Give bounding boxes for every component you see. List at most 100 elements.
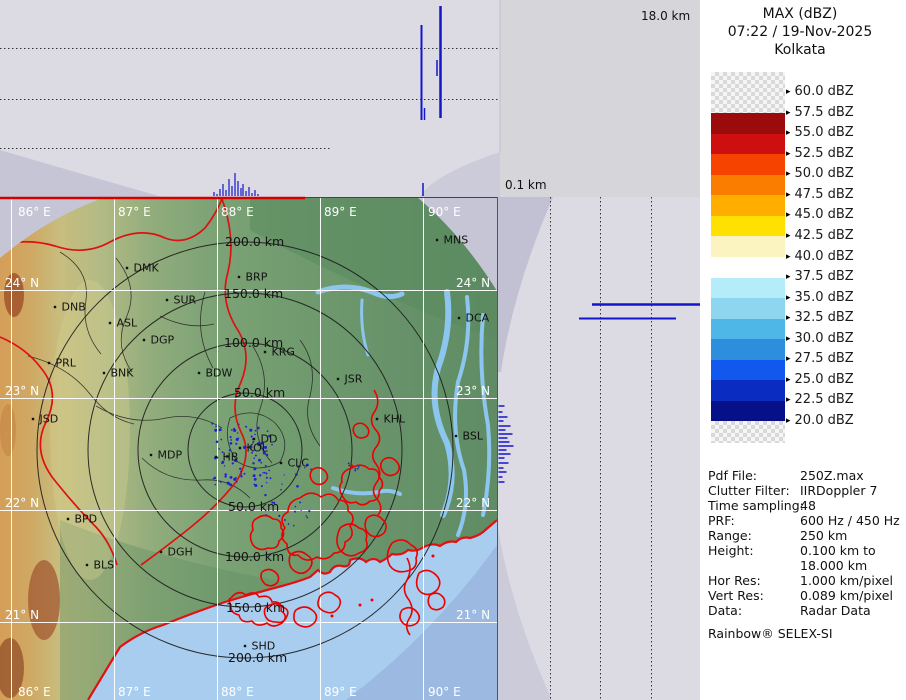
city-dot — [54, 306, 56, 308]
city-dot — [253, 438, 255, 440]
lat-label-right: 21° N — [456, 608, 490, 622]
scale-tick: ▸27.5 dBZ — [786, 351, 854, 367]
city-label: MDP — [158, 449, 183, 462]
right-profile-panel — [498, 197, 700, 700]
scale-overflow-high — [711, 72, 785, 113]
city-label: PRL — [56, 357, 77, 370]
scale-tick: ▸52.5 dBZ — [786, 146, 854, 162]
info-row: PRF:600 Hz / 450 Hz — [700, 513, 906, 528]
info-value: IIRDoppler 7 — [800, 483, 877, 498]
city-dot — [455, 435, 457, 437]
ring-label: 150.0 km — [226, 600, 285, 615]
scale-band — [711, 175, 785, 196]
city-dot — [126, 267, 128, 269]
scale-tick-label: 40.0 dBZ — [795, 249, 854, 264]
scale-band — [711, 278, 785, 299]
scale-tick-label: 42.5 dBZ — [795, 228, 854, 243]
info-label: Data: — [708, 603, 742, 618]
scale-tick-arrow: ▸ — [786, 149, 791, 159]
city-dot — [244, 645, 246, 647]
scale-tick-label: 55.0 dBZ — [795, 125, 854, 140]
city-label: BNK — [111, 367, 135, 380]
info-value: 1.000 km/pixel — [800, 573, 893, 588]
info-row: Height:0.100 km to — [700, 543, 906, 558]
scale-tick-label: 50.0 dBZ — [795, 166, 854, 181]
scale-tick-arrow: ▸ — [786, 108, 791, 118]
ring-label: 150.0 km — [224, 286, 283, 301]
info-value: 18.000 km — [800, 558, 867, 573]
scale-tick-label: 35.0 dBZ — [795, 290, 854, 305]
city-label: DNB — [62, 301, 86, 314]
top-profile-panel — [0, 0, 500, 197]
scale-tick: ▸22.5 dBZ — [786, 392, 854, 408]
scale-tick-label: 47.5 dBZ — [795, 187, 854, 202]
city-dot — [32, 418, 34, 420]
scale-tick-label: 25.0 dBZ — [795, 372, 854, 387]
city-dot — [150, 454, 152, 456]
scale-tick-arrow: ▸ — [786, 128, 791, 138]
scale-tick: ▸57.5 dBZ — [786, 105, 854, 121]
info-label: Range: — [708, 528, 752, 543]
info-row: Hor Res:1.000 km/pixel — [700, 573, 906, 588]
info-label: PRF: — [708, 513, 735, 528]
city-dot — [103, 372, 105, 374]
city-dot — [215, 456, 217, 458]
lon-label-bottom: 90° E — [428, 685, 461, 699]
lon-label-top: 87° E — [118, 205, 151, 219]
lon-label-bottom: 88° E — [221, 685, 254, 699]
info-value: 48 — [800, 498, 816, 513]
scale-tick-arrow: ▸ — [786, 313, 791, 323]
city-label: SUR — [174, 294, 197, 307]
info-row: Pdf File:250Z.max — [700, 468, 906, 483]
info-row: Data:Radar Data — [700, 603, 906, 618]
city-dot — [238, 276, 240, 278]
city-label: KHL — [384, 413, 406, 426]
lat-label-right: 22° N — [456, 496, 490, 510]
scale-tick: ▸42.5 dBZ — [786, 228, 854, 244]
scale-tick: ▸ 32.5 dBZ — [786, 310, 854, 326]
scale-tick-arrow: ▸ — [786, 210, 791, 220]
city-label: DMK — [134, 262, 160, 275]
scale-band — [711, 216, 785, 237]
city-dot — [86, 564, 88, 566]
city-label: KRG — [272, 346, 295, 359]
city-dot — [239, 447, 241, 449]
city-dot — [67, 518, 69, 520]
scale-tick: ▸40.0 dBZ — [786, 249, 854, 265]
scale-tick-arrow: ▸ — [786, 293, 791, 303]
info-row: 18.000 km — [700, 558, 906, 573]
lat-label-left: 22° N — [5, 496, 39, 510]
scale-tick-label: 32.5 dBZ — [795, 310, 854, 325]
city-label: SHD — [252, 640, 276, 653]
scale-tick: ▸30.0 dBZ — [786, 331, 854, 347]
scale-tick: ▸47.5 dBZ — [786, 187, 854, 203]
brand-line: Rainbow® SELEX-SI — [708, 626, 833, 641]
scale-tick: ▸20.0 dBZ — [786, 413, 854, 429]
scale-tick-arrow: ▸ — [786, 375, 791, 385]
city-dot — [264, 351, 266, 353]
city-label: DGP — [151, 334, 175, 347]
scale-tick-label: 22.5 dBZ — [795, 392, 854, 407]
lon-label-top: 88° E — [221, 205, 254, 219]
city-label: KOL — [247, 442, 269, 455]
scale-tick: ▸ 55.0 dBZ — [786, 125, 854, 141]
scale-band — [711, 319, 785, 340]
scale-tick: ▸37.5 dBZ — [786, 269, 854, 285]
profile-max-height-label: 18.0 km — [641, 9, 690, 23]
info-row: Time sampling:48 — [700, 498, 906, 513]
scale-band — [711, 380, 785, 401]
lon-label-top: 89° E — [324, 205, 357, 219]
lat-label-right: 24° N — [456, 276, 490, 290]
scale-band — [711, 154, 785, 175]
info-value: 250Z.max — [800, 468, 864, 483]
scale-tick-label: 27.5 dBZ — [795, 351, 854, 366]
city-dot — [337, 378, 339, 380]
profile-min-height-label: 0.1 km — [505, 178, 547, 192]
lon-label-bottom: 86° E — [18, 685, 51, 699]
scale-tick: ▸45.0 dBZ — [786, 207, 854, 223]
scale-tick-arrow: ▸ — [786, 416, 791, 426]
city-dot — [376, 418, 378, 420]
lat-label-right: 23° N — [456, 384, 490, 398]
ring-label: 50.0 km — [228, 499, 279, 514]
city-label: JSD — [39, 413, 59, 426]
